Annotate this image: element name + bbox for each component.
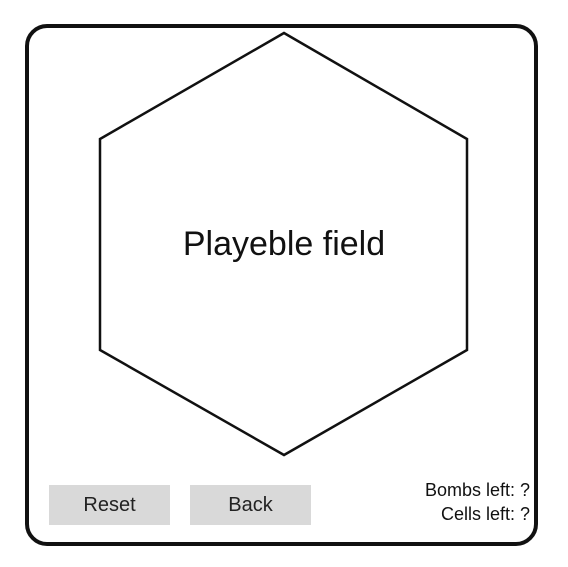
back-button[interactable]: Back	[190, 485, 311, 525]
reset-button[interactable]: Reset	[49, 485, 170, 525]
playable-field-label: Playeble field	[182, 225, 386, 263]
cells-left-counter: Cells left: ?	[440, 504, 530, 524]
bombs-left-counter: Bombs left: ?	[424, 480, 530, 500]
hexagon-field-outline[interactable]	[98, 31, 469, 457]
game-stats: Bombs left: ? Cells left: ?	[425, 478, 530, 526]
